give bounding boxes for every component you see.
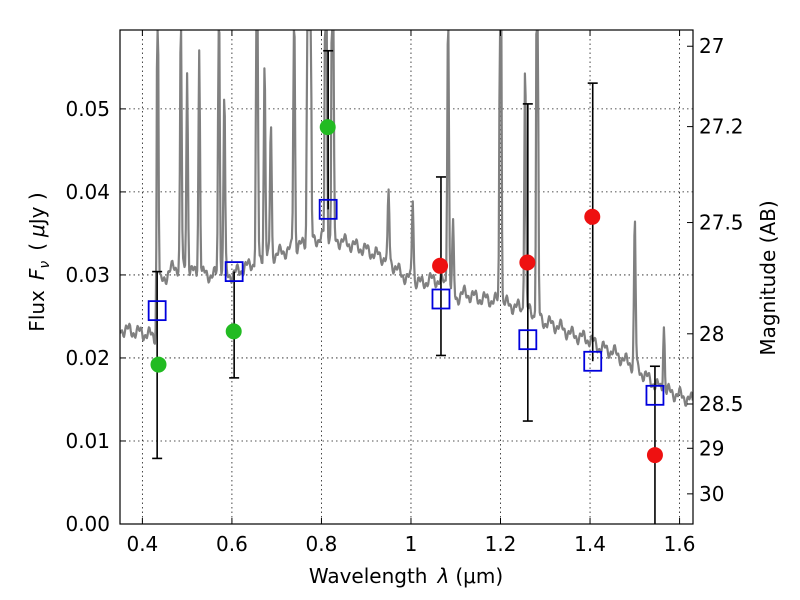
- x-axis-label-text: Wavelength: [309, 564, 428, 588]
- y2-tick-label: 28: [699, 322, 724, 346]
- data-markers: [147, 119, 665, 464]
- error-bars: [152, 49, 660, 524]
- x-tick-label: 0.8: [306, 532, 338, 556]
- x-tick-label: 1.2: [485, 532, 517, 556]
- red-data-point: [519, 254, 536, 271]
- y-axis-label: Flux Fν ( μJy ): [25, 192, 53, 331]
- x-axis-label-unit: (μm): [455, 564, 503, 588]
- y-axis-label-symbol: F: [25, 268, 49, 280]
- red-data-point: [584, 208, 601, 225]
- y-axis-label-unit-open: (: [25, 243, 49, 251]
- y2-tick-label: 29: [699, 436, 724, 460]
- y2-tick-label: 27.2: [699, 115, 744, 139]
- blue-square-point: [431, 288, 451, 310]
- blue-square-point: [583, 350, 603, 372]
- y2-tick-label: 30: [699, 482, 724, 506]
- y-tick-label: 0.05: [65, 97, 110, 121]
- y-axis-label-text: Flux: [25, 290, 49, 332]
- y-tick-label: 0.02: [65, 346, 110, 370]
- blue-square-point: [518, 329, 538, 351]
- x-tick-label: 1: [405, 532, 418, 556]
- blue-square-point: [147, 300, 167, 322]
- x-tick-label: 0.6: [216, 532, 248, 556]
- x-tick-label: 1.6: [664, 532, 696, 556]
- x-tick-label: 1.4: [574, 532, 606, 556]
- y-tick-label: 0.04: [65, 180, 110, 204]
- y-tick-label: 0.03: [65, 263, 110, 287]
- y-tick-label: 0.01: [65, 429, 110, 453]
- green-data-point: [319, 119, 336, 136]
- green-data-point: [225, 323, 242, 340]
- y2-tick-label: 27.5: [699, 211, 744, 235]
- y-axis-label-unit-rest: Jy ): [25, 192, 49, 226]
- red-data-point: [432, 257, 449, 274]
- model-spectrum: [120, 30, 693, 407]
- y-axis-label-subscript: ν: [37, 261, 53, 269]
- y2-axis-label: Magnitude (AB): [756, 200, 780, 355]
- y-tick-label: 0.00: [65, 512, 110, 536]
- red-data-point: [646, 447, 663, 464]
- y2-tick-label: 27: [699, 34, 724, 58]
- x-axis-label-symbol: λ: [437, 564, 450, 588]
- x-tick-label: 0.4: [126, 532, 158, 556]
- axis-ticks: 0.4 0.6 0.8 1 1.2 1.4 1.6 0.00 0.01 0.02 0.03 0.04 0…: [65, 30, 744, 556]
- blue-square-point: [318, 198, 338, 220]
- x-axis-label: Wavelength λ (μm): [309, 564, 503, 588]
- model-spectrum-line: [120, 30, 693, 407]
- blue-square-point: [645, 384, 665, 406]
- green-data-point: [150, 356, 167, 373]
- plot-frame: [119, 29, 694, 525]
- blue-square-point: [224, 261, 244, 283]
- y-axis-label-unit-mu: μ: [25, 224, 49, 238]
- y2-tick-label: 28.5: [699, 392, 744, 416]
- grid-lines: [120, 30, 693, 524]
